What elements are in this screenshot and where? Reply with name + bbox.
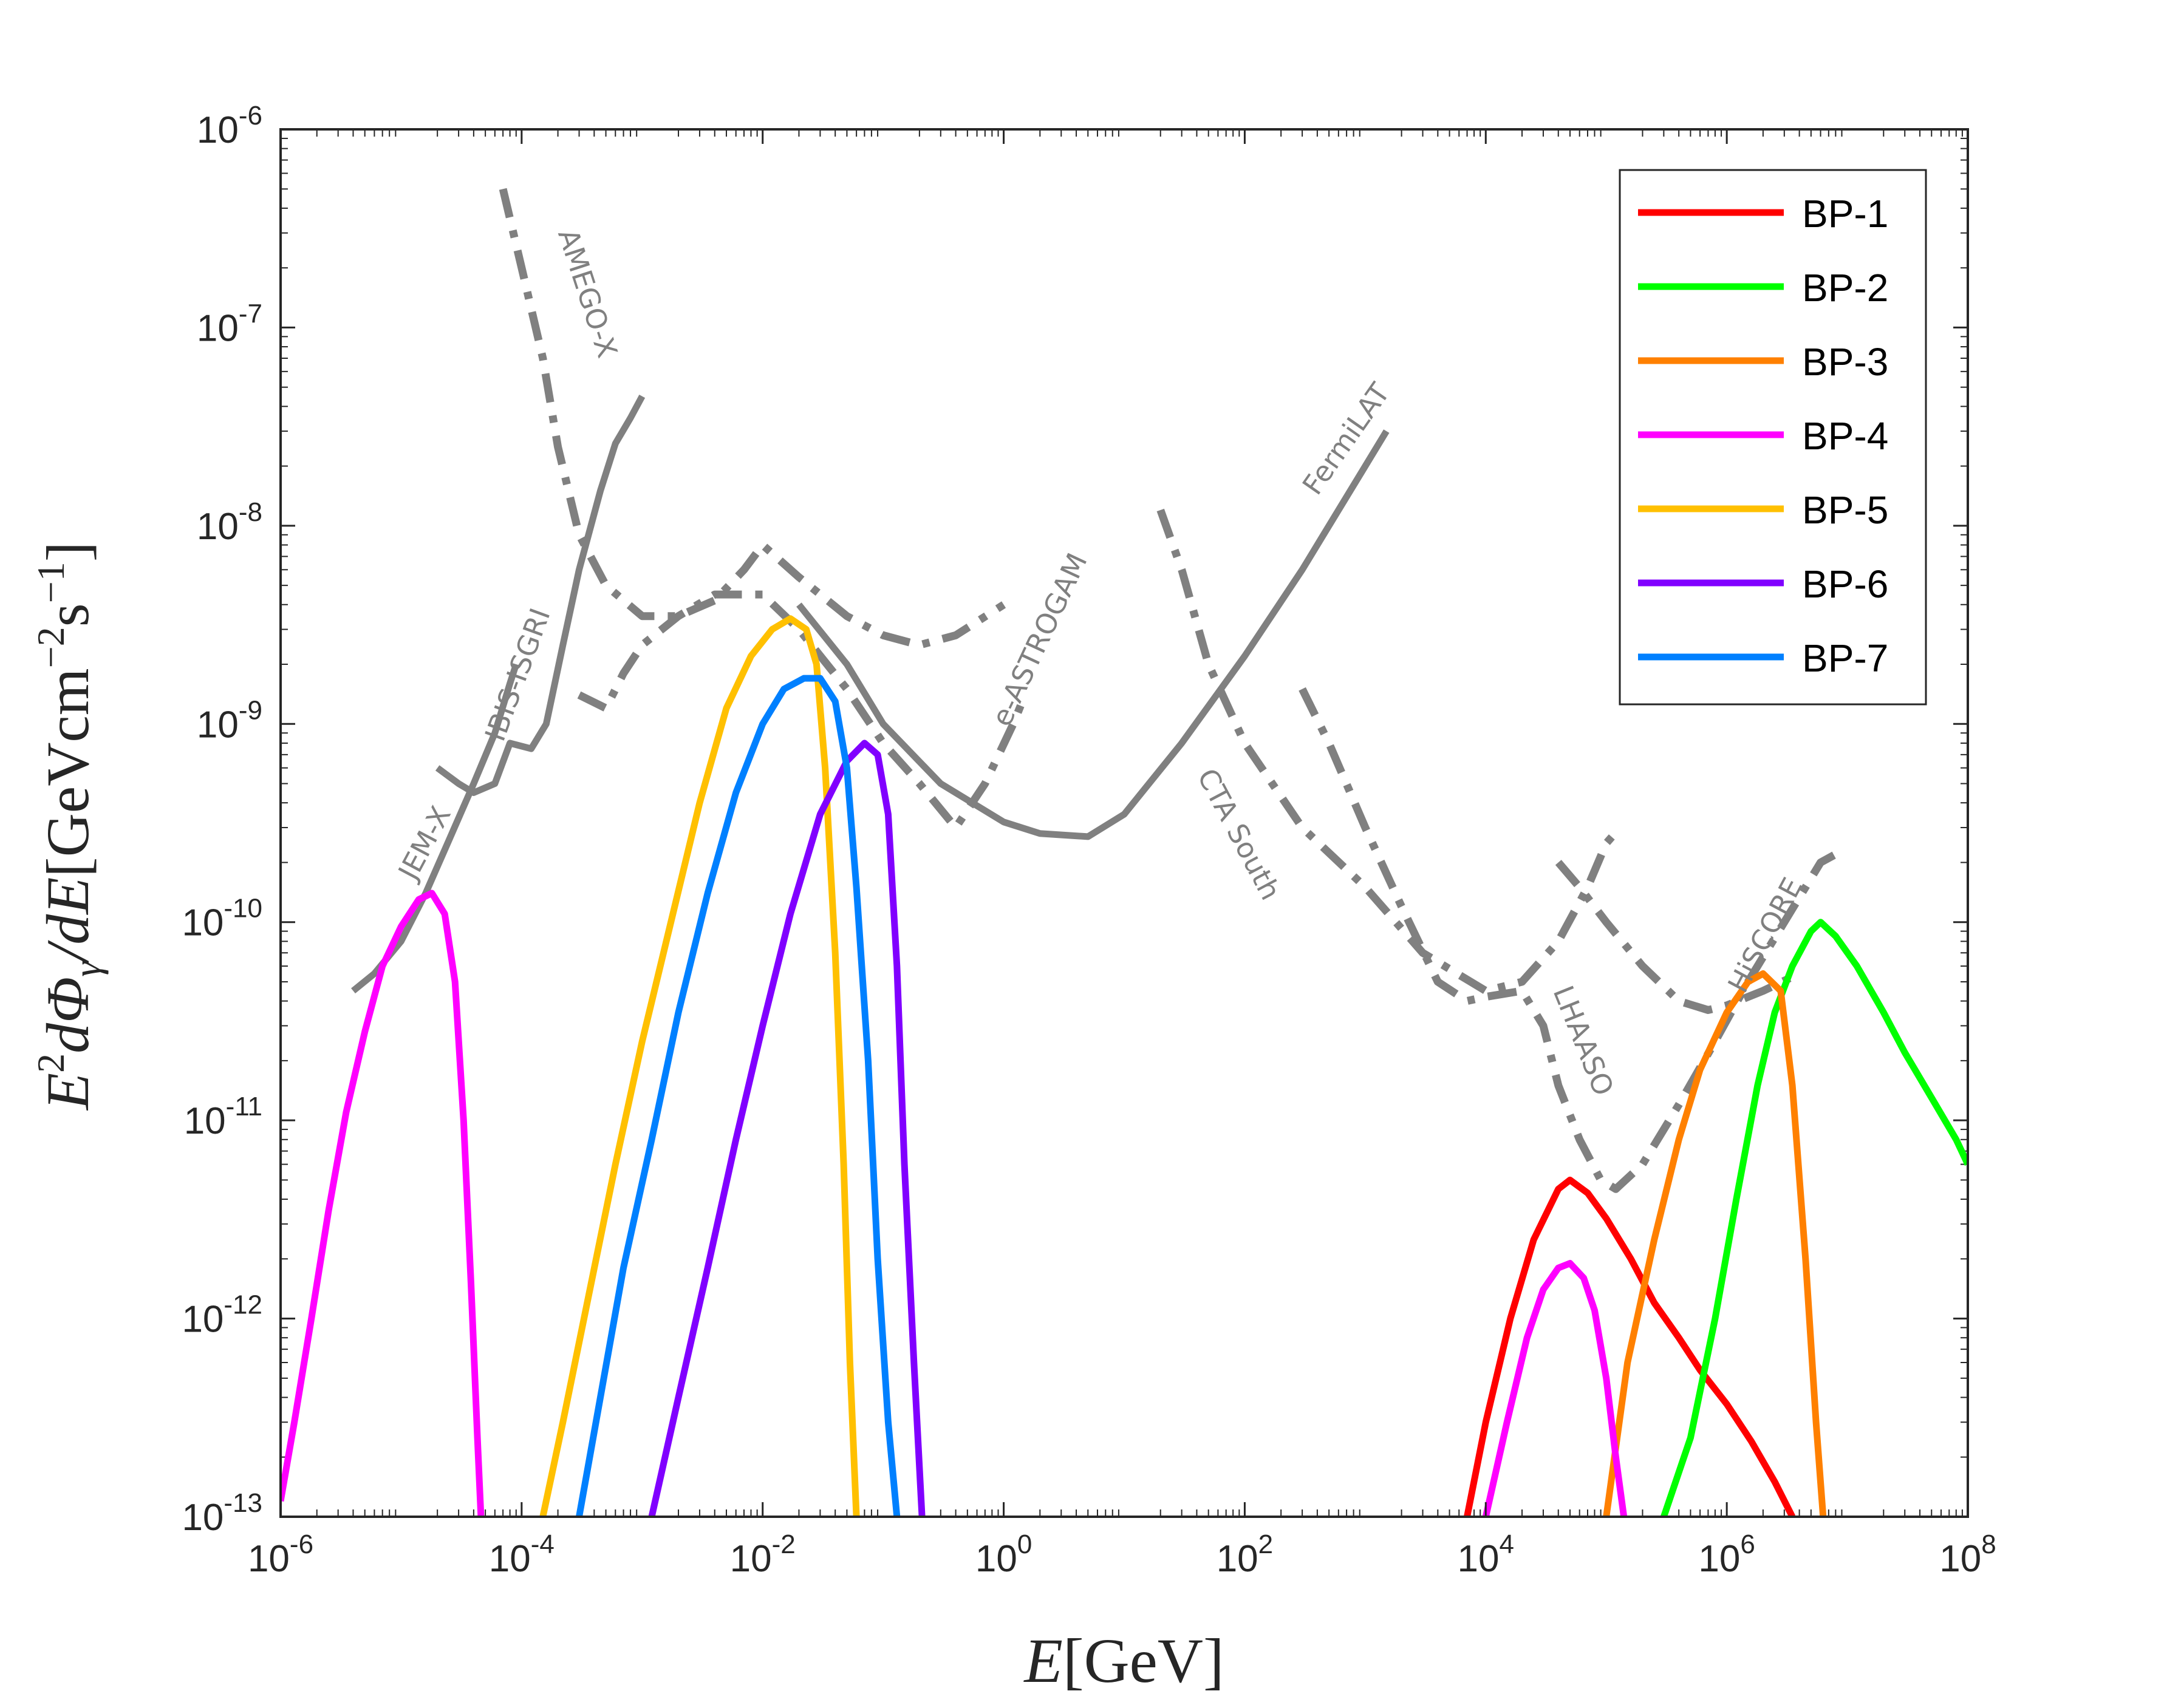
x-tick-label: 106 xyxy=(1698,1529,1755,1580)
series-bp-1 xyxy=(1464,1176,1796,1517)
series-bp-4 xyxy=(281,890,1628,1517)
plot-frame xyxy=(279,128,1969,1518)
sensitivity-amego-x xyxy=(499,188,1006,649)
sensitivity-ibis-isgri xyxy=(435,394,646,796)
legend: BP-1 BP-2 BP-3 BP-4 BP-5 BP-6 BP-7 xyxy=(1619,169,1927,706)
x-tick-label: 100 xyxy=(975,1529,1032,1580)
x-tick-label: 102 xyxy=(1217,1529,1273,1580)
y-axis-title: E2dΦγ/dE[GeVcm−2s−1] xyxy=(29,542,109,1111)
sensitivity-curves xyxy=(351,188,1838,1193)
legend-label-bp-4: BP-4 xyxy=(1802,414,1888,458)
series-bp-5 xyxy=(539,615,860,1517)
legend-label-bp-3: BP-3 xyxy=(1802,340,1888,384)
x-tick-label: 10-2 xyxy=(730,1529,796,1580)
y-axis-ticks: 10-13 10-12 10-11 10-10 10-9 10-8 10-7 10-6 xyxy=(182,101,1968,1539)
y-tick-label: 10-6 xyxy=(197,101,262,151)
legend-label-bp-2: BP-2 xyxy=(1802,266,1888,310)
y-tick-label: 10-7 xyxy=(197,299,262,349)
sensitivity-cta-south xyxy=(1156,508,1623,995)
series-bp-3 xyxy=(1603,970,1827,1517)
sensitivity-lhaaso xyxy=(1299,687,1838,1193)
x-axis-ticks: 10-6 10-4 10-2 100 102 104 106 108 xyxy=(248,129,1996,1580)
sensitivity-fermilat xyxy=(796,429,1390,840)
x-tick-label: 108 xyxy=(1939,1529,1996,1580)
legend-label-bp-6: BP-6 xyxy=(1802,562,1888,606)
legend-label-bp-7: BP-7 xyxy=(1802,636,1888,680)
series-bp-7 xyxy=(576,675,901,1517)
data-series xyxy=(281,615,1968,1517)
sensitivity-hiscore xyxy=(1555,860,1801,1014)
y-tick-label: 10-11 xyxy=(184,1092,262,1142)
y-tick-label: 10-10 xyxy=(182,894,262,944)
x-tick-label: 104 xyxy=(1458,1529,1514,1580)
legend-label-bp-1: BP-1 xyxy=(1802,192,1888,236)
legend-items: BP-1 BP-2 BP-3 BP-4 BP-5 BP-6 BP-7 xyxy=(1638,192,1888,680)
sensitivity-e-astrogam xyxy=(577,590,1029,832)
y-tick-label: 10-12 xyxy=(182,1290,262,1341)
x-tick-label: 10-6 xyxy=(248,1529,313,1580)
x-tick-label: 10-4 xyxy=(489,1529,555,1580)
x-axis-title: E[GeV] xyxy=(1023,1626,1224,1696)
y-tick-label: 10-13 xyxy=(182,1488,262,1539)
y-tick-label: 10-8 xyxy=(197,497,262,548)
series-bp-2 xyxy=(1661,919,1968,1517)
legend-label-bp-5: BP-5 xyxy=(1802,488,1888,532)
y-tick-label: 10-9 xyxy=(197,695,262,746)
